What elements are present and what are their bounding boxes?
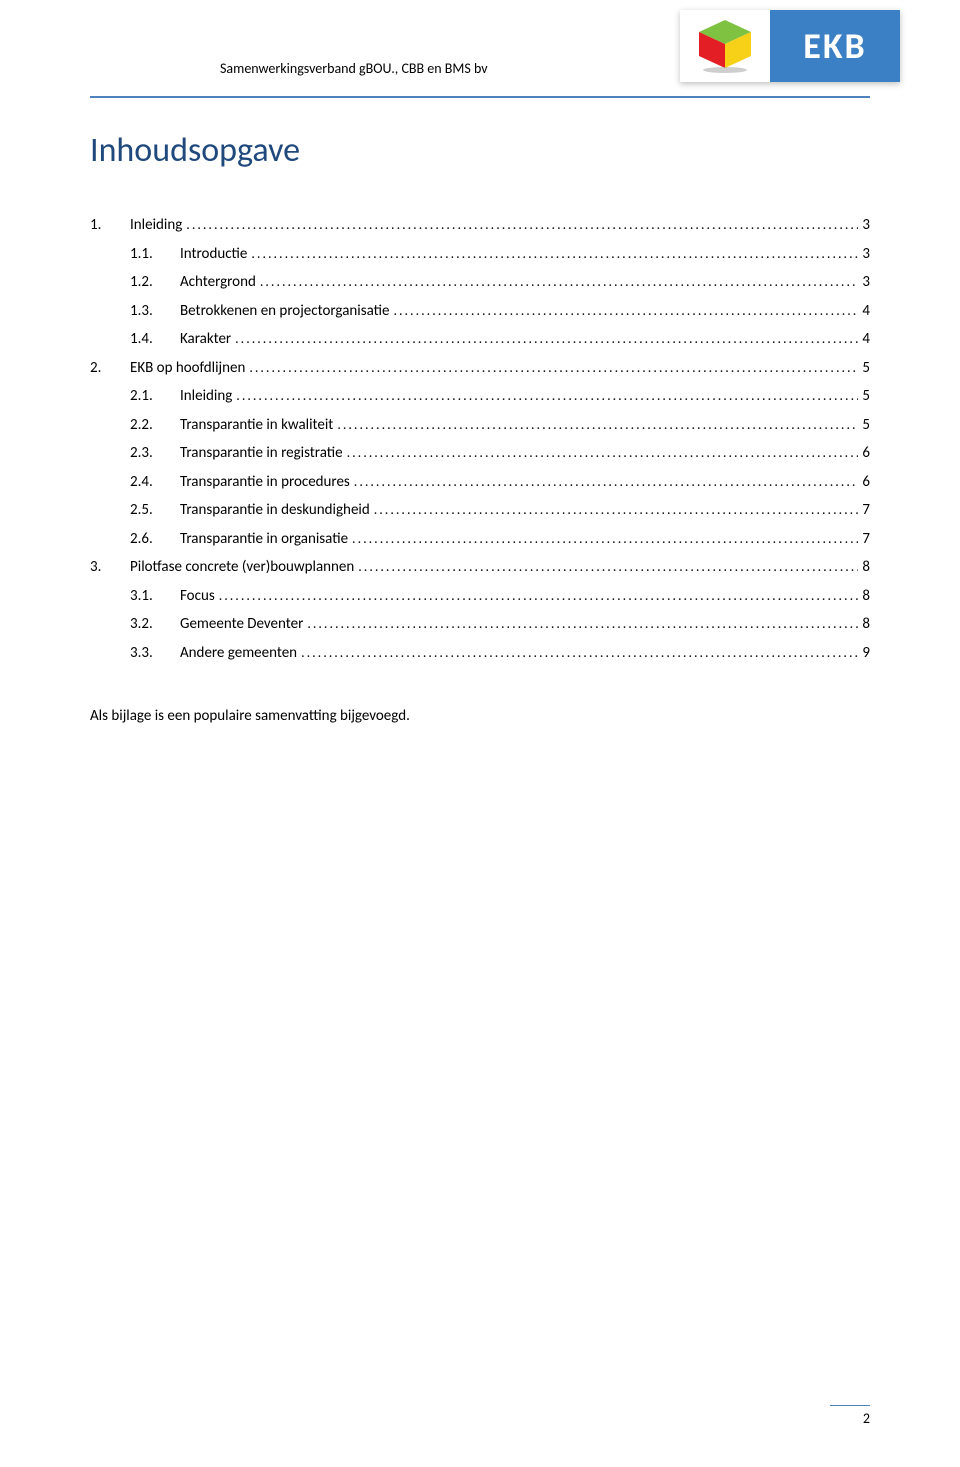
toc-entry-page: 5 xyxy=(862,354,870,383)
toc-leader-dots xyxy=(374,496,859,525)
toc-leader-dots xyxy=(251,240,858,269)
toc-leader-dots xyxy=(301,639,858,668)
table-of-contents: 1.Inleiding31.1.Introductie31.2.Achtergr… xyxy=(90,211,870,667)
toc-entry-number: 1. xyxy=(90,211,130,240)
toc-leader-dots xyxy=(219,582,859,611)
appendix-note: Als bijlage is een populaire samenvattin… xyxy=(90,707,870,725)
toc-entry-label: Achtergrond xyxy=(180,268,256,297)
logo: EKB xyxy=(680,10,900,82)
toc-entry-number: 2.5. xyxy=(130,496,180,525)
toc-entry-page: 6 xyxy=(862,439,870,468)
toc-entry-number: 3. xyxy=(90,553,130,582)
toc-entry-label: Karakter xyxy=(180,325,231,354)
toc-leader-dots xyxy=(249,354,858,383)
toc-entry[interactable]: 2.EKB op hoofdlijnen 5 xyxy=(90,354,870,383)
toc-entry-label: Transparantie in registratie xyxy=(180,439,343,468)
toc-entry-number: 1.4. xyxy=(130,325,180,354)
toc-leader-dots xyxy=(337,411,858,440)
toc-leader-dots xyxy=(358,553,858,582)
toc-entry-page: 3 xyxy=(862,211,870,240)
toc-entry[interactable]: 1.Inleiding 3 xyxy=(90,211,870,240)
toc-entry-label: Transparantie in kwaliteit xyxy=(180,411,333,440)
toc-entry[interactable]: 1.3.Betrokkenen en projectorganisatie 4 xyxy=(90,297,870,326)
toc-entry[interactable]: 2.5.Transparantie in deskundigheid 7 xyxy=(90,496,870,525)
page-number: 2 xyxy=(830,1405,870,1427)
toc-entry-page: 8 xyxy=(862,610,870,639)
toc-entry[interactable]: 3.1.Focus 8 xyxy=(90,582,870,611)
header-rule xyxy=(90,96,870,98)
toc-entry-label: Focus xyxy=(180,582,215,611)
toc-entry-page: 3 xyxy=(862,240,870,269)
toc-entry-number: 1.3. xyxy=(130,297,180,326)
cube-shadow xyxy=(703,67,747,73)
toc-entry-number: 2.4. xyxy=(130,468,180,497)
toc-entry-label: Betrokkenen en projectorganisatie xyxy=(180,297,389,326)
toc-entry-label: Andere gemeenten xyxy=(180,639,297,668)
toc-entry-page: 6 xyxy=(862,468,870,497)
toc-entry-number: 2.2. xyxy=(130,411,180,440)
header-org-text: Samenwerkingsverband gBOU., CBB en BMS b… xyxy=(220,60,488,77)
toc-entry-page: 7 xyxy=(862,496,870,525)
toc-entry[interactable]: 3.2.Gemeente Deventer 8 xyxy=(90,610,870,639)
toc-entry[interactable]: 3.Pilotfase concrete (ver)bouwplannen 8 xyxy=(90,553,870,582)
toc-entry-number: 3.2. xyxy=(130,610,180,639)
toc-entry-label: Gemeente Deventer xyxy=(180,610,303,639)
toc-entry-page: 8 xyxy=(862,582,870,611)
toc-entry-label: Inleiding xyxy=(180,382,232,411)
toc-entry-number: 2.6. xyxy=(130,525,180,554)
toc-entry[interactable]: 2.4.Transparantie in procedures 6 xyxy=(90,468,870,497)
toc-entry-page: 4 xyxy=(862,325,870,354)
toc-entry-label: Introductie xyxy=(180,240,247,269)
toc-leader-dots xyxy=(235,325,858,354)
toc-entry-label: Transparantie in procedures xyxy=(180,468,350,497)
toc-leader-dots xyxy=(186,211,858,240)
toc-entry-number: 2.1. xyxy=(130,382,180,411)
toc-entry-label: EKB op hoofdlijnen xyxy=(130,354,245,383)
toc-leader-dots xyxy=(352,525,858,554)
document-header: Samenwerkingsverband gBOU., CBB en BMS b… xyxy=(90,0,870,100)
toc-leader-dots xyxy=(354,468,859,497)
toc-entry-number: 3.3. xyxy=(130,639,180,668)
toc-entry-label: Transparantie in organisatie xyxy=(180,525,348,554)
toc-leader-dots xyxy=(393,297,858,326)
toc-entry-number: 1.2. xyxy=(130,268,180,297)
toc-entry[interactable]: 1.2.Achtergrond 3 xyxy=(90,268,870,297)
toc-entry[interactable]: 2.2.Transparantie in kwaliteit 5 xyxy=(90,411,870,440)
toc-entry-page: 7 xyxy=(862,525,870,554)
toc-entry-label: Inleiding xyxy=(130,211,182,240)
toc-leader-dots xyxy=(347,439,859,468)
toc-entry-number: 2.3. xyxy=(130,439,180,468)
toc-entry[interactable]: 1.4.Karakter 4 xyxy=(90,325,870,354)
toc-entry[interactable]: 2.1.Inleiding 5 xyxy=(90,382,870,411)
toc-entry-page: 3 xyxy=(862,268,870,297)
toc-entry-number: 2. xyxy=(90,354,130,383)
toc-entry[interactable]: 3.3.Andere gemeenten 9 xyxy=(90,639,870,668)
logo-text: EKB xyxy=(770,10,900,82)
logo-cube-icon xyxy=(680,10,770,82)
toc-entry-label: Pilotfase concrete (ver)bouwplannen xyxy=(130,553,354,582)
toc-entry-page: 9 xyxy=(862,639,870,668)
toc-leader-dots xyxy=(307,610,858,639)
toc-entry[interactable]: 2.3.Transparantie in registratie 6 xyxy=(90,439,870,468)
toc-entry-page: 5 xyxy=(862,382,870,411)
toc-entry-number: 1.1. xyxy=(130,240,180,269)
toc-entry-page: 5 xyxy=(862,411,870,440)
toc-entry-page: 8 xyxy=(862,553,870,582)
toc-entry-page: 4 xyxy=(862,297,870,326)
toc-entry[interactable]: 2.6.Transparantie in organisatie 7 xyxy=(90,525,870,554)
toc-entry-number: 3.1. xyxy=(130,582,180,611)
toc-entry-label: Transparantie in deskundigheid xyxy=(180,496,370,525)
page-title: Inhoudsopgave xyxy=(90,130,870,171)
toc-leader-dots xyxy=(236,382,858,411)
toc-entry[interactable]: 1.1.Introductie 3 xyxy=(90,240,870,269)
toc-leader-dots xyxy=(260,268,859,297)
